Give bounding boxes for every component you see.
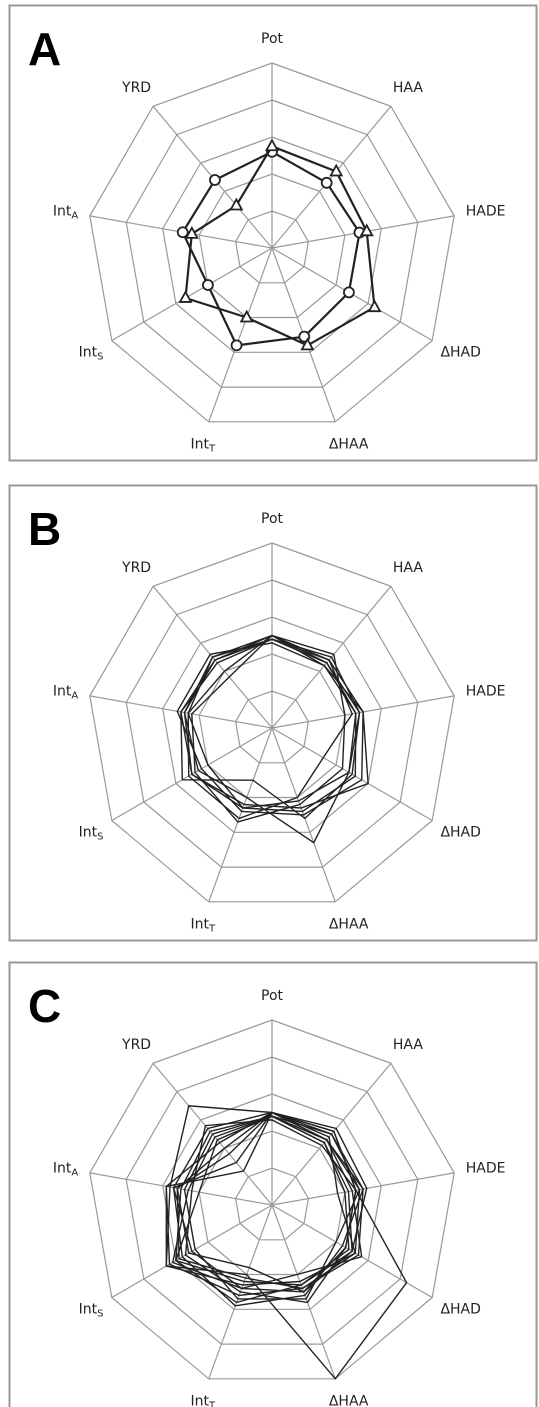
grid-ring [234, 1167, 310, 1241]
axis-label: IntT [191, 916, 217, 934]
marker-circle [230, 339, 243, 352]
grid-ring [89, 1019, 455, 1380]
axis-label-main: Int [79, 345, 98, 361]
series-line [176, 1111, 368, 1293]
axis-label-main: Int [191, 436, 210, 452]
marker-triangle [300, 337, 315, 351]
axis-label-main: Int [79, 825, 98, 841]
axis-label: IntT [191, 1393, 217, 1407]
axis-label: ΔHAD [440, 1302, 480, 1318]
axis-label: IntS [79, 825, 104, 843]
axis-label: ΔHAD [440, 345, 480, 361]
axis-label: YRD [121, 560, 151, 576]
grid-ring [89, 62, 455, 423]
axis-label-subscript: A [71, 691, 78, 702]
axis-label: HAA [393, 1037, 423, 1053]
axis-label: Pot [261, 31, 284, 47]
series-line [175, 1115, 353, 1304]
panel-frame [8, 4, 538, 462]
axis-label: ΔHAA [329, 916, 369, 932]
series-line [181, 150, 361, 347]
marker-triangle [264, 138, 280, 152]
marker-circle [202, 279, 214, 291]
grid-ring [162, 616, 382, 833]
marker-circle [343, 286, 355, 299]
grid-ring [125, 1056, 419, 1345]
panel-frame [8, 484, 538, 942]
axis-label-main: Int [79, 1302, 98, 1318]
axis-label: Pot [261, 511, 284, 527]
grid-ring [125, 579, 419, 868]
axis-label: IntT [191, 436, 217, 454]
axis-label: HADE [466, 1161, 506, 1177]
axis-label-subscript: A [71, 1168, 78, 1179]
series-line [171, 1115, 363, 1290]
marker-triangle [229, 197, 244, 211]
axis-label-subscript: S [97, 1309, 103, 1320]
marker-circle [209, 174, 221, 186]
grid-ring [234, 210, 310, 284]
grid-ring [125, 99, 419, 388]
marker-circle [320, 176, 333, 189]
axis-label-subscript: T [208, 1400, 216, 1407]
panel-letter: A [28, 23, 61, 75]
series-line [187, 634, 353, 820]
grid-ring [198, 1130, 346, 1276]
axis-label-main: Int [53, 1161, 72, 1177]
series-line [191, 634, 346, 823]
axis-label: HADE [466, 204, 506, 220]
series-line [183, 638, 369, 809]
axis-spoke [208, 727, 273, 903]
marker-triangle [178, 290, 193, 303]
axis-label: Pot [261, 988, 284, 1004]
axis-label-subscript: S [97, 832, 103, 843]
series-line [176, 1111, 364, 1290]
series-line [172, 1111, 357, 1293]
marker-circle [176, 226, 189, 239]
axis-label: IntS [79, 345, 104, 363]
marker-triangle [359, 223, 374, 237]
panel-letter: B [28, 503, 61, 555]
axis-label: YRD [121, 80, 151, 96]
axis-label-subscript: S [97, 352, 103, 363]
marker-triangle [239, 309, 254, 323]
axis-label: HADE [466, 684, 506, 700]
marker-triangle [329, 163, 344, 177]
grid-ring [89, 542, 455, 903]
grid-ring [162, 1093, 382, 1310]
axis-label: IntA [53, 1161, 79, 1179]
axis-label: ΔHAA [329, 436, 369, 452]
axis-spoke [271, 105, 392, 249]
axis-label-subscript: T [208, 923, 216, 934]
axis-label-main: Int [191, 1393, 210, 1407]
axis-label: IntS [79, 1302, 104, 1320]
panel-letter: C [28, 980, 61, 1032]
axis-label: HAA [393, 560, 423, 576]
axis-label: HAA [393, 80, 423, 96]
grid-ring [198, 173, 346, 319]
series-line [184, 144, 376, 347]
axis-label-subscript: T [208, 443, 216, 454]
axis-label-main: Int [53, 204, 72, 220]
axis-label-main: Int [53, 684, 72, 700]
axis-label: ΔHAA [329, 1393, 369, 1407]
axis-label: IntA [53, 684, 79, 702]
marker-triangle [367, 299, 382, 313]
axis-spoke [111, 247, 273, 342]
grid-ring [162, 136, 382, 353]
axis-label-main: Int [191, 916, 210, 932]
axis-label: IntA [53, 204, 79, 222]
axis-label: ΔHAD [440, 825, 480, 841]
axis-spoke [208, 247, 273, 423]
grid-ring [234, 690, 310, 764]
panel-frame [8, 961, 538, 1407]
marker-triangle [184, 225, 199, 239]
axis-label-subscript: A [71, 211, 78, 222]
axis-label: YRD [121, 1037, 151, 1053]
series-line [184, 1119, 357, 1304]
